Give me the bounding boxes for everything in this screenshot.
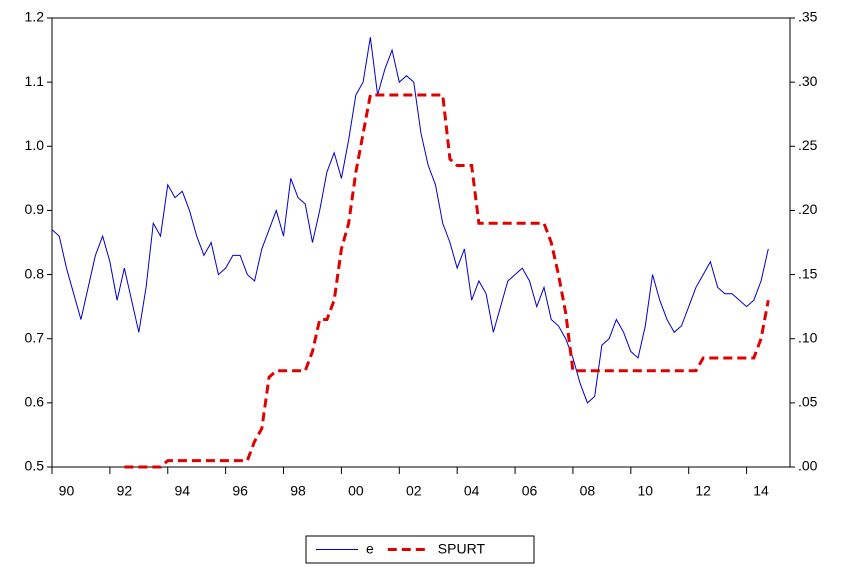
x-tick-label: 90 xyxy=(59,483,75,499)
y-tick-label: 1.1 xyxy=(25,73,45,89)
x-tick-label: 92 xyxy=(117,483,133,499)
x-tick-label: 14 xyxy=(753,483,769,499)
legend-label: e xyxy=(366,541,374,557)
y2-tick-label: .25 xyxy=(798,137,818,153)
x-tick-label: 06 xyxy=(522,483,538,499)
x-tick-label: 08 xyxy=(580,483,596,499)
x-tick-label: 94 xyxy=(174,483,190,499)
y2-tick-label: .00 xyxy=(798,458,818,474)
y2-tick-label: .10 xyxy=(798,329,818,345)
y-tick-label: 0.7 xyxy=(25,329,45,345)
y2-tick-label: .35 xyxy=(798,9,818,25)
series-line xyxy=(124,93,770,469)
y2-tick-label: .20 xyxy=(798,201,818,217)
y-tick-label: 0.9 xyxy=(25,201,45,217)
y-tick-label: 0.5 xyxy=(25,458,45,474)
y2-tick-label: .05 xyxy=(798,394,818,410)
y2-tick-label: .30 xyxy=(798,73,818,89)
y-tick-label: 0.6 xyxy=(25,394,45,410)
legend-label: SPURT xyxy=(438,541,486,557)
y-tick-label: 1.0 xyxy=(25,137,45,153)
x-tick-label: 98 xyxy=(290,483,306,499)
series-line xyxy=(51,37,769,404)
x-tick-label: 02 xyxy=(406,483,422,499)
x-tick-label: 04 xyxy=(464,483,480,499)
y-tick-label: 0.8 xyxy=(25,265,45,281)
x-tick-label: 12 xyxy=(695,483,711,499)
x-tick-label: 00 xyxy=(348,483,364,499)
y-tick-label: 1.2 xyxy=(25,9,45,25)
x-tick-label: 10 xyxy=(638,483,654,499)
plot-frame xyxy=(51,17,791,468)
y2-tick-label: .15 xyxy=(798,265,818,281)
x-tick-label: 96 xyxy=(232,483,248,499)
